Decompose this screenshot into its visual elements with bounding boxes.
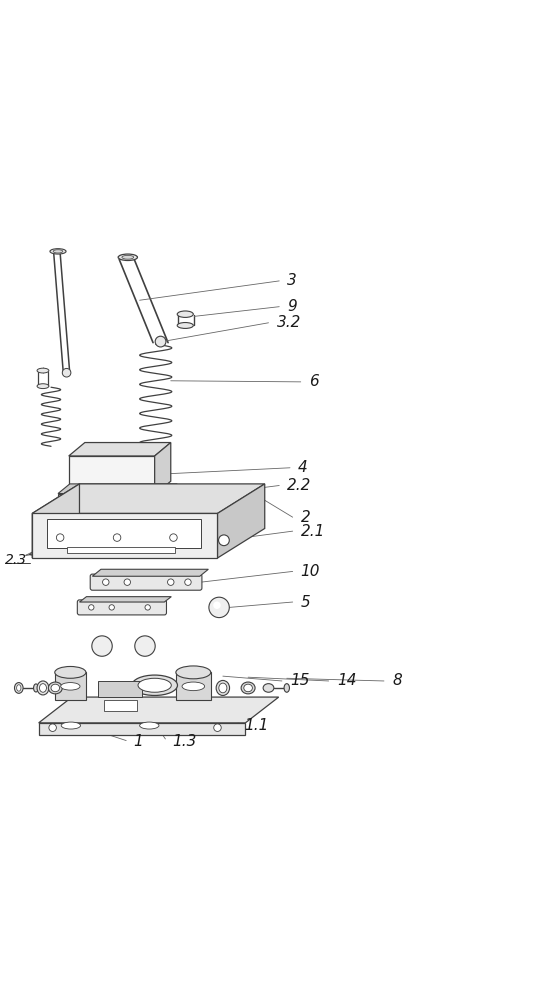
Ellipse shape — [61, 683, 80, 690]
Bar — [32, 513, 217, 558]
Text: 15: 15 — [290, 673, 309, 688]
Circle shape — [103, 579, 109, 585]
FancyBboxPatch shape — [90, 574, 202, 590]
Circle shape — [209, 597, 229, 618]
Polygon shape — [155, 443, 171, 495]
Ellipse shape — [37, 368, 49, 373]
Ellipse shape — [216, 680, 230, 695]
Circle shape — [109, 605, 114, 610]
Text: 6: 6 — [309, 374, 318, 389]
Bar — [67, 547, 175, 553]
Ellipse shape — [48, 682, 62, 694]
Bar — [104, 700, 137, 711]
Ellipse shape — [51, 684, 60, 692]
Text: 1: 1 — [133, 734, 143, 749]
Ellipse shape — [61, 722, 81, 729]
Text: 2: 2 — [301, 510, 310, 525]
Bar — [47, 519, 201, 548]
Bar — [58, 494, 165, 503]
Circle shape — [219, 535, 229, 546]
Circle shape — [62, 368, 71, 377]
Polygon shape — [32, 484, 265, 513]
Text: 9: 9 — [287, 299, 297, 314]
Circle shape — [49, 724, 56, 731]
Ellipse shape — [284, 684, 289, 692]
Ellipse shape — [241, 682, 255, 694]
Ellipse shape — [17, 685, 21, 691]
Polygon shape — [79, 597, 171, 602]
Ellipse shape — [14, 683, 23, 693]
Circle shape — [135, 636, 155, 656]
Ellipse shape — [55, 666, 86, 678]
Ellipse shape — [244, 684, 252, 692]
Ellipse shape — [132, 675, 177, 695]
Bar — [98, 681, 142, 697]
Text: 8: 8 — [392, 673, 402, 688]
Bar — [69, 456, 155, 495]
Bar — [176, 672, 211, 700]
Circle shape — [124, 579, 130, 585]
Text: 5: 5 — [301, 595, 310, 610]
Circle shape — [155, 336, 166, 347]
Text: 3.2: 3.2 — [277, 315, 301, 330]
Bar — [55, 672, 86, 700]
Ellipse shape — [263, 684, 274, 692]
Ellipse shape — [176, 666, 211, 679]
Ellipse shape — [177, 311, 193, 317]
Ellipse shape — [138, 678, 171, 692]
Circle shape — [89, 605, 94, 610]
Circle shape — [185, 579, 191, 585]
Polygon shape — [92, 569, 208, 576]
Circle shape — [145, 605, 150, 610]
FancyBboxPatch shape — [77, 600, 166, 615]
Text: 3: 3 — [287, 273, 297, 288]
Text: 1.1: 1.1 — [244, 718, 268, 733]
Ellipse shape — [182, 682, 205, 691]
Circle shape — [213, 601, 221, 609]
Text: 14: 14 — [337, 673, 357, 688]
Ellipse shape — [40, 684, 46, 692]
Ellipse shape — [219, 683, 227, 693]
Circle shape — [113, 534, 121, 541]
Text: 1.3: 1.3 — [172, 734, 196, 749]
Bar — [39, 723, 245, 735]
Circle shape — [170, 534, 177, 541]
Ellipse shape — [37, 681, 49, 695]
Polygon shape — [58, 484, 177, 494]
Ellipse shape — [33, 684, 39, 692]
Circle shape — [168, 579, 174, 585]
Polygon shape — [39, 697, 279, 723]
Polygon shape — [217, 484, 265, 558]
Text: 4: 4 — [298, 460, 308, 475]
Polygon shape — [32, 484, 79, 558]
Ellipse shape — [140, 722, 159, 729]
Ellipse shape — [37, 384, 49, 389]
Circle shape — [92, 636, 112, 656]
Text: 2.3: 2.3 — [5, 553, 27, 567]
Ellipse shape — [177, 323, 193, 328]
Circle shape — [56, 534, 64, 541]
Circle shape — [214, 724, 221, 731]
Ellipse shape — [50, 249, 66, 254]
Text: 10: 10 — [301, 564, 320, 579]
Text: 2.1: 2.1 — [301, 524, 325, 539]
Ellipse shape — [122, 255, 134, 259]
Ellipse shape — [53, 250, 63, 253]
Text: 2.2: 2.2 — [287, 478, 311, 493]
Ellipse shape — [118, 254, 137, 260]
Polygon shape — [69, 443, 171, 456]
